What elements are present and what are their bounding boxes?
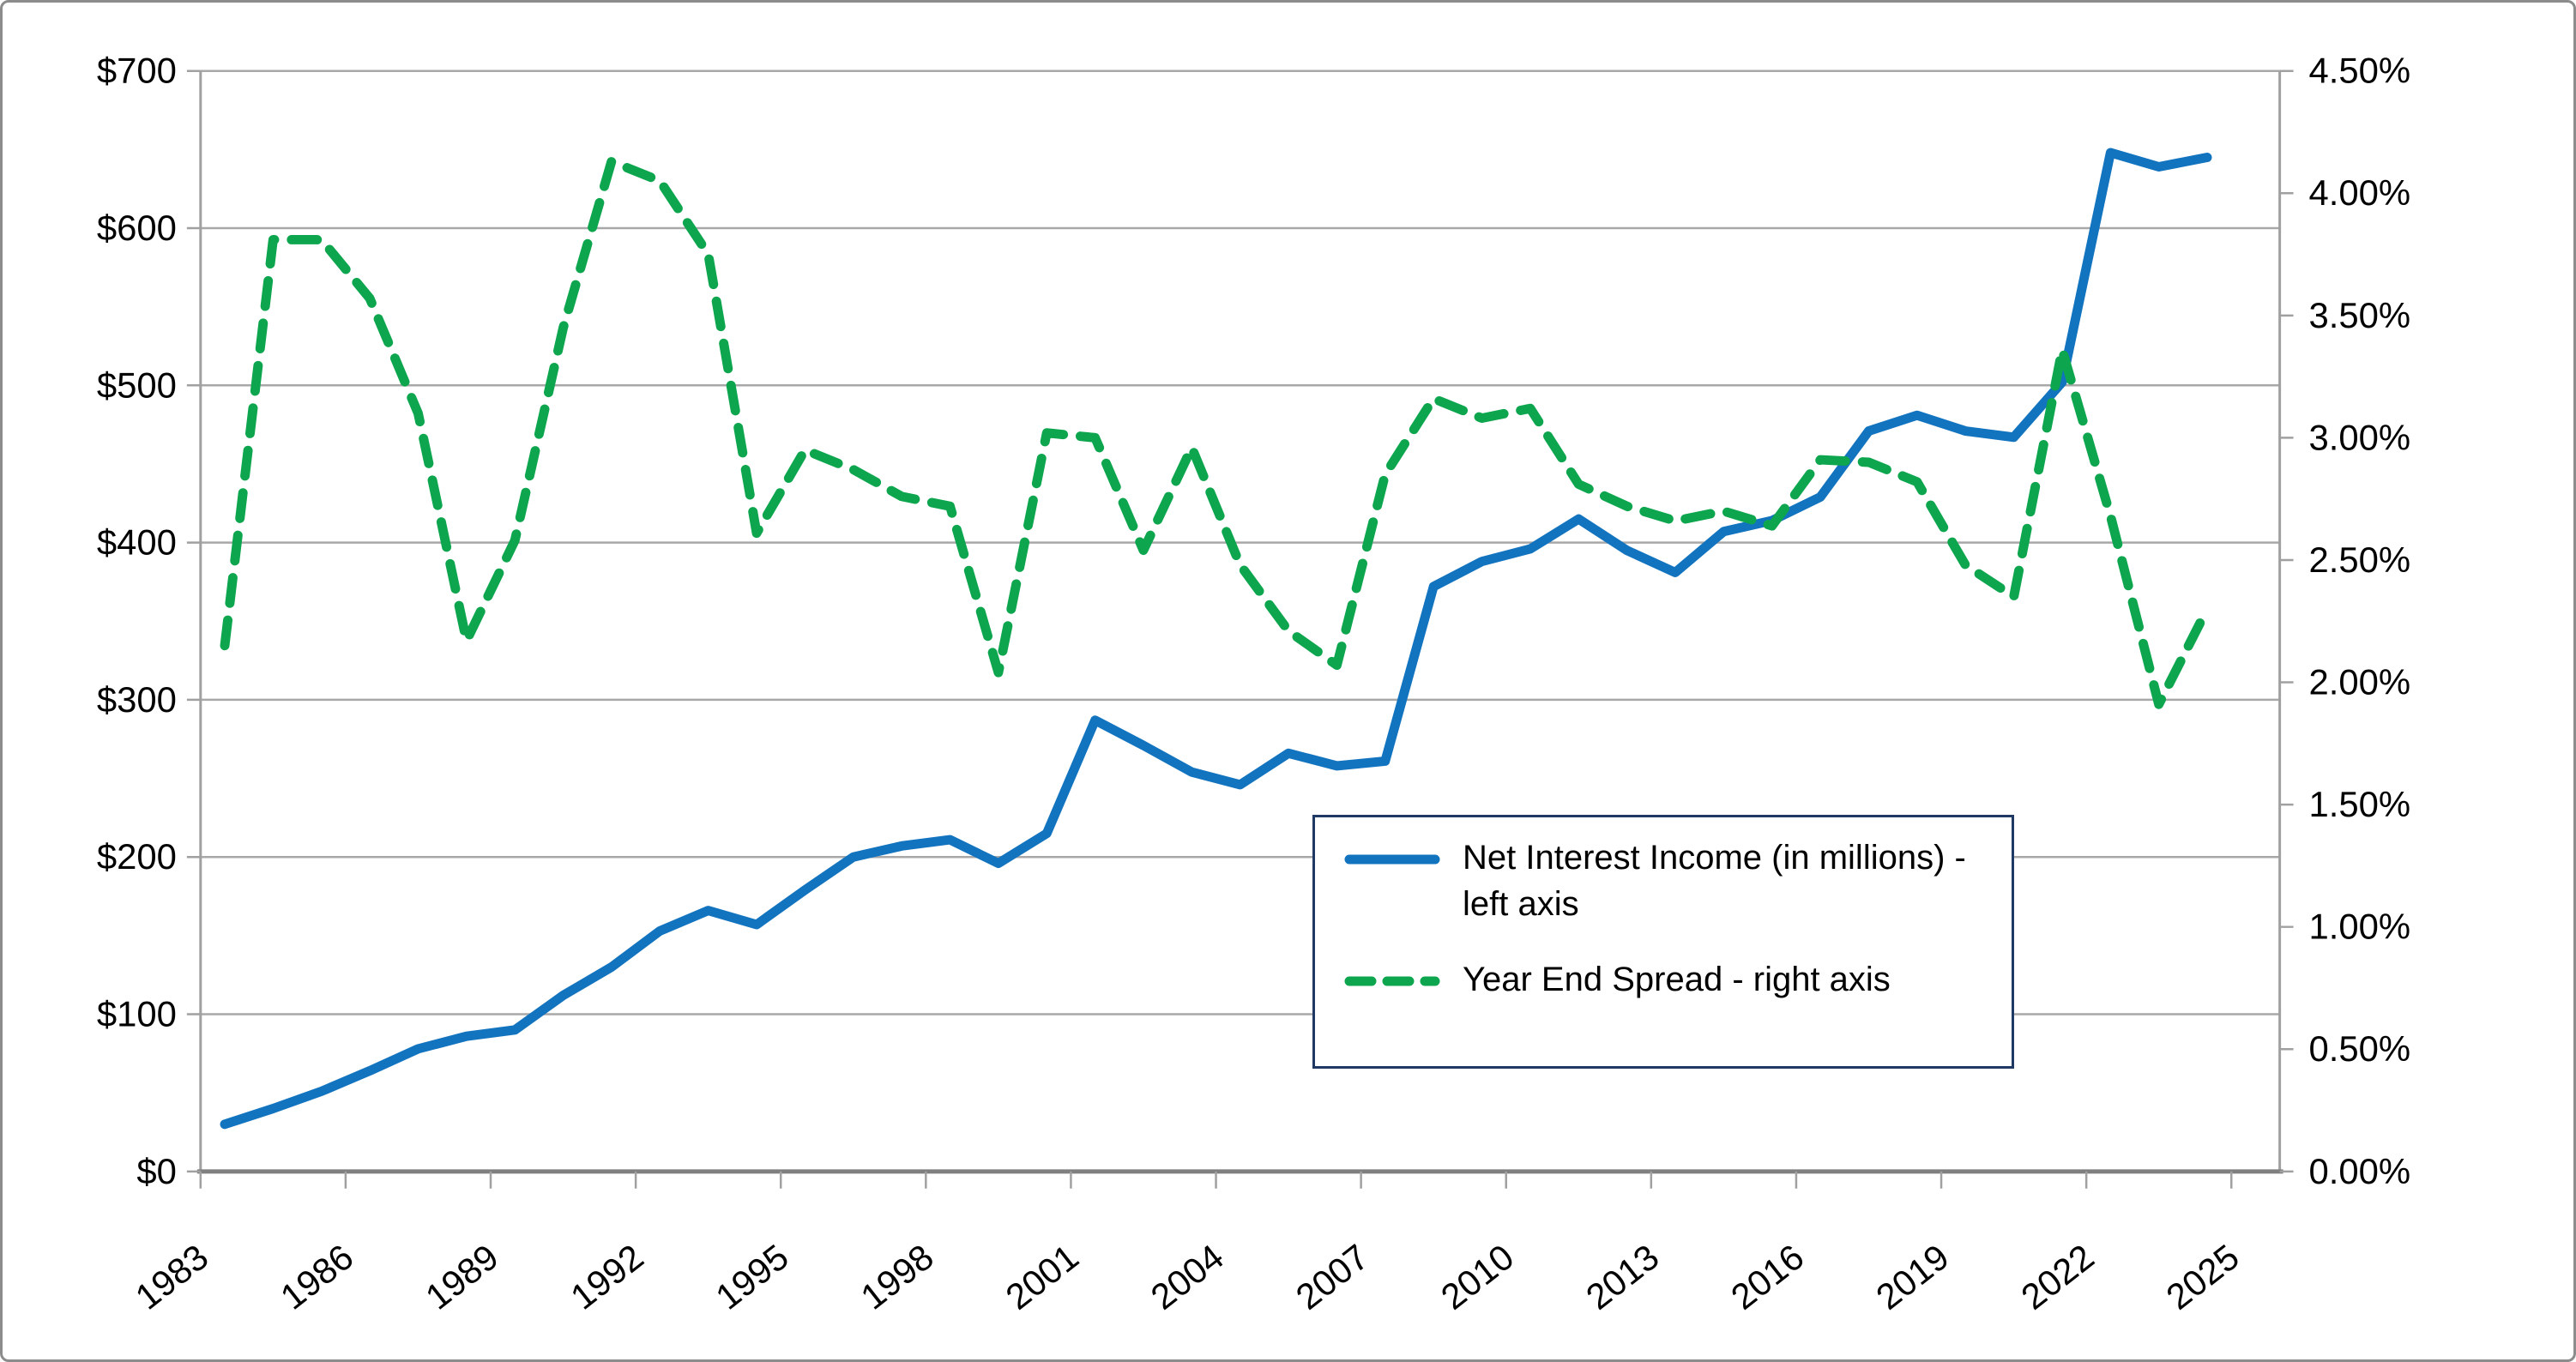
x-axis-label: 1989	[418, 1236, 505, 1317]
y-axis-right-label: 0.50%	[2308, 1028, 2410, 1069]
y-axis-right-label: 1.50%	[2308, 784, 2410, 824]
y-axis-right-label: 2.00%	[2308, 661, 2410, 702]
legend-label-net-interest-income: Net Interest Income (in millions) - left…	[1463, 839, 1966, 923]
chart-legend: Net Interest Income (in millions) - left…	[1312, 815, 2014, 1069]
legend-solid-line-swatch	[1344, 854, 1440, 865]
y-axis-right-label: 1.00%	[2308, 907, 2410, 947]
y-axis-left-label: $100	[97, 993, 177, 1034]
y-axis-left-label: $0	[136, 1151, 177, 1191]
legend-dashed-line-swatch	[1344, 976, 1440, 986]
line-chart: $0 $100 $200 $300 $400 $500 $600 $700 0.00% 0.50%…	[97, 51, 2410, 1317]
x-axis-label: 2007	[1288, 1236, 1376, 1317]
x-axis-label: 2022	[2013, 1236, 2101, 1317]
series-year-end-spread	[220, 156, 2212, 709]
y-axis-left-label: $300	[97, 679, 177, 720]
x-axis-label: 2001	[998, 1236, 1086, 1317]
y-axis-right-label: 4.50%	[2308, 51, 2410, 91]
x-axis-label: 1986	[273, 1236, 360, 1317]
x-axis-label: 2016	[1723, 1236, 1811, 1317]
x-axis-label: 2025	[2158, 1236, 2246, 1317]
x-axis-label: 1995	[708, 1236, 795, 1317]
y-axis-left-label: $500	[97, 365, 177, 405]
legend-label-year-end-spread: Year End Spread - right axis	[1463, 961, 1891, 998]
x-axis-label: 2010	[1433, 1236, 1521, 1317]
legend-item-year-end-spread: Year End Spread - right axis	[1344, 956, 2012, 1003]
y-axis-left-label: $700	[97, 51, 177, 91]
y-axis-left-label: $400	[97, 522, 177, 563]
y-axis-right-label: 4.00%	[2308, 172, 2410, 213]
x-axis-label: 1998	[854, 1236, 941, 1317]
y-axis-left-label: $600	[97, 208, 177, 248]
y-axis-right-label: 3.50%	[2308, 295, 2410, 335]
y-axis-left-label: $200	[97, 836, 177, 877]
y-axis-right-label: 2.50%	[2308, 539, 2410, 580]
legend-item-net-interest-income: Net Interest Income (in millions) - left…	[1344, 835, 2012, 927]
y-axis-right-label: 0.00%	[2308, 1151, 2410, 1191]
x-axis-label: 1983	[128, 1236, 215, 1317]
x-axis-label: 2013	[1578, 1236, 1666, 1317]
x-axis-label: 2004	[1143, 1236, 1231, 1317]
x-axis-label: 1992	[563, 1236, 650, 1317]
x-axis-label: 2019	[1868, 1236, 1956, 1317]
y-axis-right-label: 3.00%	[2308, 417, 2410, 457]
series-net-interest-income	[220, 148, 2212, 1130]
